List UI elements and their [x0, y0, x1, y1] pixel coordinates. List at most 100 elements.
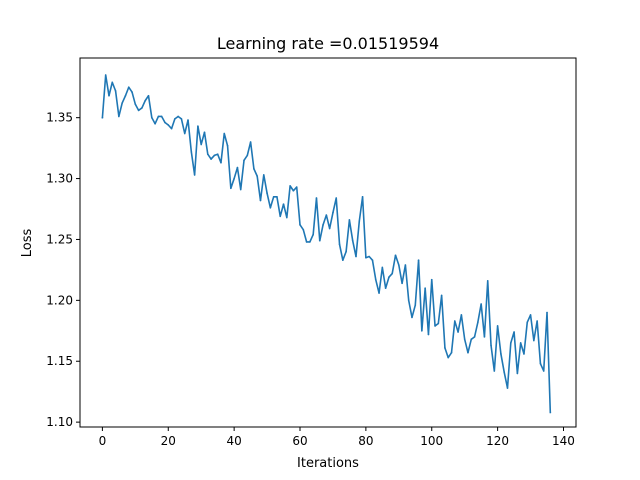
- data-point: [160, 115, 163, 118]
- data-point: [483, 336, 486, 338]
- data-point: [174, 118, 176, 120]
- data-point: [246, 154, 249, 157]
- axes-background: [80, 58, 576, 427]
- y-axis: 1.10 1.15 1.20 1.25 1.30 1.35: [46, 111, 80, 429]
- data-point: [506, 387, 509, 389]
- y-tick-label: 1.10: [46, 415, 73, 429]
- y-axis-label: Loss: [20, 229, 35, 258]
- data-point: [457, 331, 459, 333]
- data-point: [154, 122, 156, 125]
- data-point: [266, 192, 268, 194]
- data-point: [536, 320, 538, 322]
- data-point: [151, 116, 153, 119]
- data-point: [243, 159, 245, 162]
- data-points: [101, 74, 552, 414]
- data-point: [371, 259, 374, 261]
- data-point: [131, 91, 133, 93]
- data-point: [358, 220, 361, 222]
- data-point: [230, 187, 232, 190]
- data-point: [213, 154, 216, 157]
- data-point: [292, 189, 295, 192]
- data-point: [526, 321, 529, 324]
- data-point: [121, 102, 123, 104]
- data-point: [111, 81, 114, 84]
- data-point: [124, 94, 127, 97]
- data-point: [318, 239, 321, 242]
- y-tick-label: 1.25: [46, 232, 73, 246]
- data-point: [361, 196, 364, 198]
- data-point: [529, 314, 532, 316]
- data-point: [187, 119, 189, 121]
- data-point: [203, 131, 206, 134]
- data-point: [460, 314, 463, 316]
- x-tick-label: 80: [358, 434, 373, 448]
- data-point: [342, 259, 344, 261]
- data-point: [157, 115, 160, 118]
- x-axis: 0 20 40 60 80 100 120 140: [99, 427, 575, 448]
- data-point: [200, 143, 202, 146]
- data-point: [302, 228, 305, 231]
- data-point: [233, 177, 235, 180]
- data-point: [348, 219, 351, 221]
- data-point: [256, 175, 258, 177]
- data-point: [378, 292, 380, 294]
- data-point: [516, 372, 519, 375]
- plot-area: [79, 57, 577, 428]
- data-point: [546, 311, 548, 314]
- y-tick-label: 1.15: [46, 354, 73, 368]
- data-point: [454, 320, 456, 322]
- x-tick-label: 0: [99, 434, 107, 448]
- data-point: [493, 370, 496, 372]
- data-point: [279, 215, 282, 218]
- data-point: [404, 264, 407, 266]
- data-point: [269, 206, 272, 209]
- data-point: [134, 103, 137, 106]
- data-point: [381, 266, 384, 269]
- data-point: [305, 241, 308, 243]
- axes-frame: [79, 57, 577, 428]
- data-point: [147, 94, 150, 97]
- data-point: [417, 259, 420, 261]
- data-point: [430, 278, 433, 281]
- data-point: [286, 216, 288, 219]
- data-point: [259, 199, 262, 202]
- data-point: [490, 344, 492, 347]
- data-point: [335, 197, 338, 199]
- data-point: [183, 132, 186, 135]
- data-point: [220, 161, 222, 164]
- data-point: [114, 90, 117, 92]
- data-point: [332, 211, 334, 214]
- data-point: [519, 342, 522, 344]
- data-point: [276, 196, 278, 198]
- data-point: [388, 276, 390, 279]
- data-point: [549, 411, 552, 414]
- data-point: [226, 144, 229, 147]
- data-point: [282, 203, 285, 205]
- data-point: [401, 282, 403, 285]
- data-point: [167, 124, 170, 126]
- data-point: [539, 362, 542, 365]
- data-point: [345, 250, 347, 253]
- data-point: [289, 185, 291, 187]
- data-point: [384, 287, 387, 289]
- data-point: [351, 239, 354, 242]
- data-point: [164, 121, 166, 124]
- data-point: [496, 325, 499, 327]
- data-point: [365, 256, 367, 259]
- x-tick-label: 120: [486, 434, 509, 448]
- data-point: [197, 125, 199, 127]
- data-point: [480, 303, 482, 305]
- data-point: [542, 370, 545, 372]
- data-point: [513, 331, 515, 333]
- data-point: [223, 132, 226, 135]
- data-point: [108, 94, 110, 97]
- data-point: [424, 287, 426, 289]
- data-point: [486, 280, 489, 282]
- data-point: [295, 186, 298, 188]
- data-point: [368, 255, 370, 258]
- data-point: [355, 255, 357, 258]
- data-point: [249, 141, 252, 143]
- x-tick-label: 40: [226, 434, 241, 448]
- data-point: [141, 107, 143, 109]
- data-point: [421, 329, 423, 332]
